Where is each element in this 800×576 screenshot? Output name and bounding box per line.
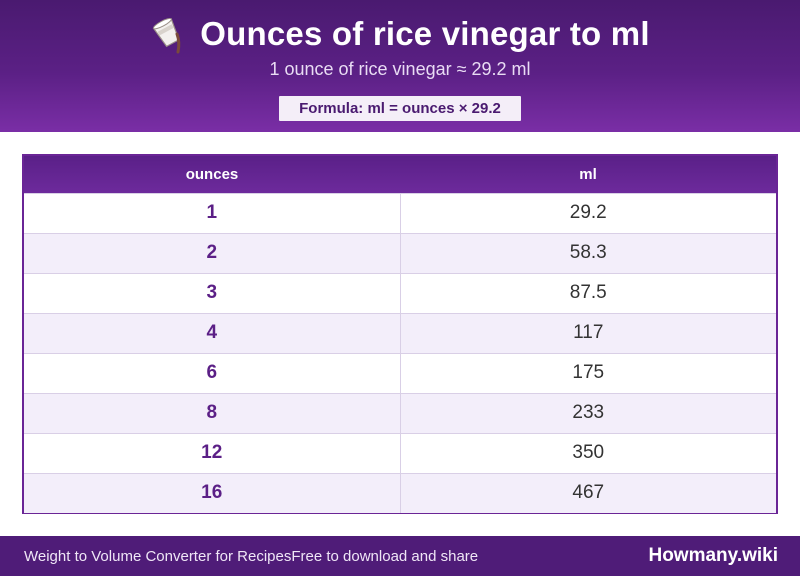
conversion-subtitle: 1 ounce of rice vinegar ≈ 29.2 ml [269, 59, 531, 79]
ounces-cell: 1 [24, 192, 401, 233]
ml-cell: 175 [400, 352, 776, 393]
ounces-cell: 4 [24, 312, 401, 353]
header-banner: Ounces of rice vinegar to ml 1 ounce of … [0, 0, 800, 132]
table-header-row: ounces ml [24, 156, 776, 193]
page-title: Ounces of rice vinegar to ml [200, 15, 650, 52]
table-row: 2 58.3 [24, 232, 776, 273]
table-row: 1 29.2 [24, 192, 776, 233]
ounces-cell: 3 [24, 272, 401, 313]
table-row: 8 233 [24, 392, 776, 433]
ounces-cell: 6 [24, 352, 401, 393]
pouring-cup-icon [150, 14, 186, 54]
title-row: Ounces of rice vinegar to ml [0, 12, 800, 56]
formula-badge: Formula: ml = ounces × 29.2 [279, 96, 521, 121]
table-row: 12 350 [24, 432, 776, 473]
ml-cell: 29.2 [400, 192, 776, 233]
ounces-cell: 16 [24, 472, 401, 513]
ml-cell: 233 [400, 392, 776, 433]
ounces-cell: 12 [24, 432, 401, 473]
table-row: 6 175 [24, 352, 776, 393]
table-row: 3 87.5 [24, 272, 776, 313]
ml-cell: 87.5 [400, 272, 776, 313]
column-header-ml: ml [579, 165, 597, 183]
table-row: 16 467 [24, 472, 776, 513]
table-row: 4 117 [24, 312, 776, 353]
footer-bar: Weight to Volume Converter for RecipesFr… [0, 536, 800, 576]
ml-cell: 58.3 [400, 232, 776, 273]
column-header-ounces: ounces [185, 165, 239, 183]
conversion-table: ounces ml 1 29.2 2 58.3 3 87.5 4 117 6 [22, 154, 778, 514]
ml-cell: 467 [400, 472, 776, 513]
footer-tagline: Weight to Volume Converter for RecipesFr… [24, 547, 479, 565]
footer-brand-link[interactable]: Howmany.wiki [648, 545, 778, 566]
ml-cell: 117 [400, 312, 776, 353]
ounces-cell: 8 [24, 392, 401, 433]
ounces-cell: 2 [24, 232, 401, 273]
ml-cell: 350 [400, 432, 776, 473]
